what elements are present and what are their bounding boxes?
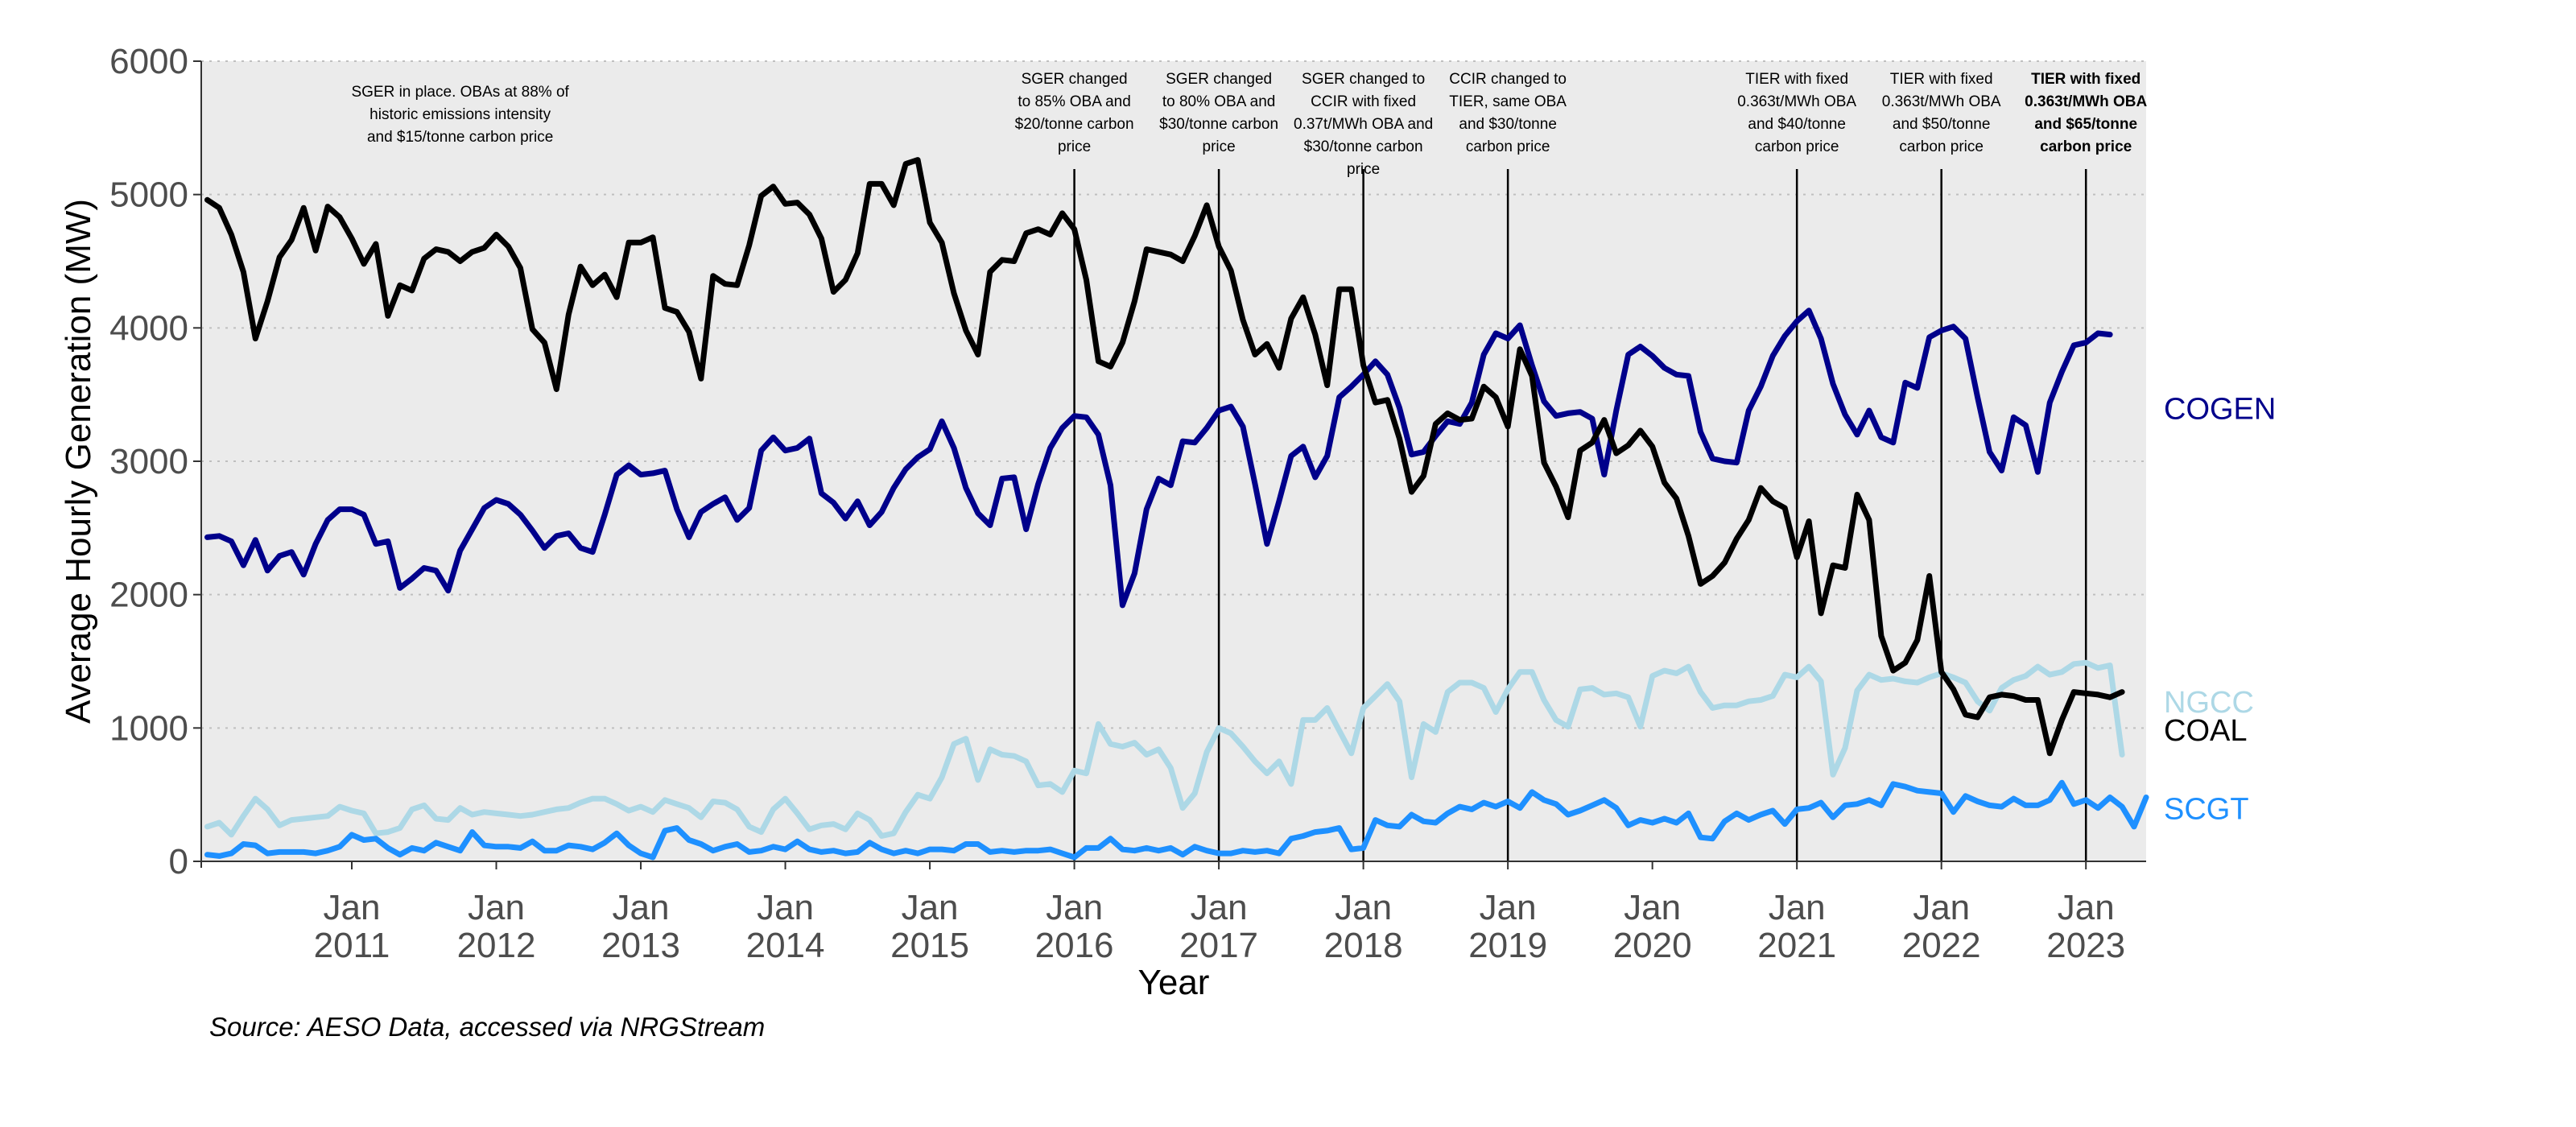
annotation-2-line-3: price xyxy=(1203,138,1236,155)
x-tick-label-month-2017: Jan xyxy=(1191,888,1248,927)
x-tick-label-year-2021: 2021 xyxy=(1757,926,1836,965)
series-line-cogen xyxy=(204,308,2113,609)
annotation-0-line-1: historic emissions intensity xyxy=(369,106,551,123)
x-tick-label-month-2015: Jan xyxy=(902,888,959,927)
annotation-7-line-2: and $65/tonne xyxy=(2034,116,2137,133)
x-tick-label-month-2013: Jan xyxy=(613,888,670,927)
x-tick-label-year-2015: 2015 xyxy=(890,926,969,965)
annotation-5-line-2: and $40/tonne xyxy=(1748,116,1846,133)
series-line-ngcc xyxy=(204,659,2125,839)
y-tick-label-6000: 6000 xyxy=(109,42,188,81)
annotation-1-line-2: $20/tonne carbon xyxy=(1015,116,1134,133)
annotation-1-line-0: SGER changed xyxy=(1022,71,1128,88)
annotation-4-line-2: and $30/tonne xyxy=(1459,116,1557,133)
series-lines xyxy=(204,157,2149,861)
gridlines xyxy=(201,60,2146,729)
series-label-scgt: SCGT xyxy=(2164,793,2249,827)
annotation-4-line-0: CCIR changed to xyxy=(1449,71,1567,88)
annotation-1-line-1: to 85% OBA and xyxy=(1018,93,1131,110)
x-tick-label-year-2019: 2019 xyxy=(1468,926,1547,965)
annotation-3-line-0: SGER changed to xyxy=(1302,71,1425,88)
annotation-6-line-3: carbon price xyxy=(1899,138,1984,155)
x-tick-label-year-2013: 2013 xyxy=(601,926,680,965)
x-tick-label-year-2011: 2011 xyxy=(314,926,390,965)
x-axis: Jan2011Jan2012Jan2013Jan2014Jan2015Jan20… xyxy=(201,861,2146,965)
x-tick-label-month-2011: Jan xyxy=(324,888,381,927)
x-tick-label-month-2016: Jan xyxy=(1046,888,1103,927)
annotation-5-line-0: TIER with fixed xyxy=(1745,71,1848,88)
x-tick-label-year-2014: 2014 xyxy=(746,926,825,965)
annotations: SGER in place. OBAs at 88% of historic em… xyxy=(351,71,2147,178)
x-tick-label-year-2020: 2020 xyxy=(1613,926,1692,965)
annotation-4-line-1: TIER, same OBA xyxy=(1449,93,1567,110)
x-tick-label-year-2017: 2017 xyxy=(1179,926,1258,965)
annotation-3-line-2: 0.37t/MWh OBA and xyxy=(1294,116,1433,133)
annotation-5-line-3: carbon price xyxy=(1755,138,1839,155)
annotation-6-line-1: 0.363t/MWh OBA xyxy=(1882,93,2001,110)
annotation-3-line-1: CCIR with fixed xyxy=(1311,93,1416,110)
x-axis-title: Year xyxy=(1138,963,1210,1002)
x-tick-label-month-2019: Jan xyxy=(1480,888,1537,927)
annotation-lines xyxy=(1073,169,2087,861)
annotation-0-line-0: SGER in place. OBAs at 88% of xyxy=(351,84,569,101)
y-axis: 0 1000 2000 3000 4000 5000 6000 xyxy=(109,42,202,881)
annotation-0-line-2: and $15/tonne carbon price xyxy=(367,129,553,146)
annotation-4-line-3: carbon price xyxy=(1466,138,1550,155)
series-label-cogen: COGEN xyxy=(2164,393,2276,427)
x-tick-label-month-2022: Jan xyxy=(1913,888,1970,927)
x-tick-label-month-2021: Jan xyxy=(1769,888,1826,927)
x-tick-label-month-2012: Jan xyxy=(468,888,525,927)
annotation-6-line-2: and $50/tonne xyxy=(1893,116,1991,133)
annotation-3-line-3: $30/tonne carbon xyxy=(1304,138,1423,155)
annotation-6-line-0: TIER with fixed xyxy=(1890,71,1993,88)
y-tick-label-5000: 5000 xyxy=(109,175,188,215)
annotation-7-line-0: TIER with fixed xyxy=(2031,71,2140,88)
annotation-2-line-1: to 80% OBA and xyxy=(1162,93,1276,110)
series-label-coal: COAL xyxy=(2164,714,2247,748)
y-tick-label-4000: 4000 xyxy=(109,308,188,348)
series-line-coal xyxy=(204,157,2125,757)
y-axis-title: Average Hourly Generation (MW) xyxy=(59,199,98,724)
annotation-1-line-3: price xyxy=(1058,138,1091,155)
x-tick-label-year-2018: 2018 xyxy=(1324,926,1403,965)
x-tick-label-year-2022: 2022 xyxy=(1902,926,1981,965)
annotation-3-line-4: price xyxy=(1347,161,1380,178)
annotation-2-line-0: SGER changed xyxy=(1166,71,1272,88)
series-label-ngcc: NGCC xyxy=(2164,686,2254,720)
y-tick-label-1000: 1000 xyxy=(109,708,188,748)
series-line-scgt xyxy=(204,779,2149,861)
x-tick-label-year-2012: 2012 xyxy=(457,926,536,965)
y-tick-label-0: 0 xyxy=(169,842,188,881)
x-tick-label-year-2016: 2016 xyxy=(1035,926,1114,965)
x-tick-label-month-2014: Jan xyxy=(757,888,814,927)
annotation-2-line-2: $30/tonne carbon xyxy=(1159,116,1278,133)
x-tick-label-month-2023: Jan xyxy=(2058,888,2115,927)
x-tick-label-year-2023: 2023 xyxy=(2046,926,2125,965)
annotation-5-line-1: 0.363t/MWh OBA xyxy=(1737,93,1856,110)
y-tick-label-3000: 3000 xyxy=(109,442,188,481)
x-tick-label-month-2018: Jan xyxy=(1335,888,1392,927)
annotation-7-line-1: 0.363t/MWh OBA xyxy=(2025,93,2147,110)
y-tick-label-2000: 2000 xyxy=(109,576,188,615)
annotation-7-line-3: carbon price xyxy=(2040,138,2132,155)
x-tick-label-month-2020: Jan xyxy=(1624,888,1681,927)
source-caption: Source: AESO Data, accessed via NRGStrea… xyxy=(209,1012,765,1042)
